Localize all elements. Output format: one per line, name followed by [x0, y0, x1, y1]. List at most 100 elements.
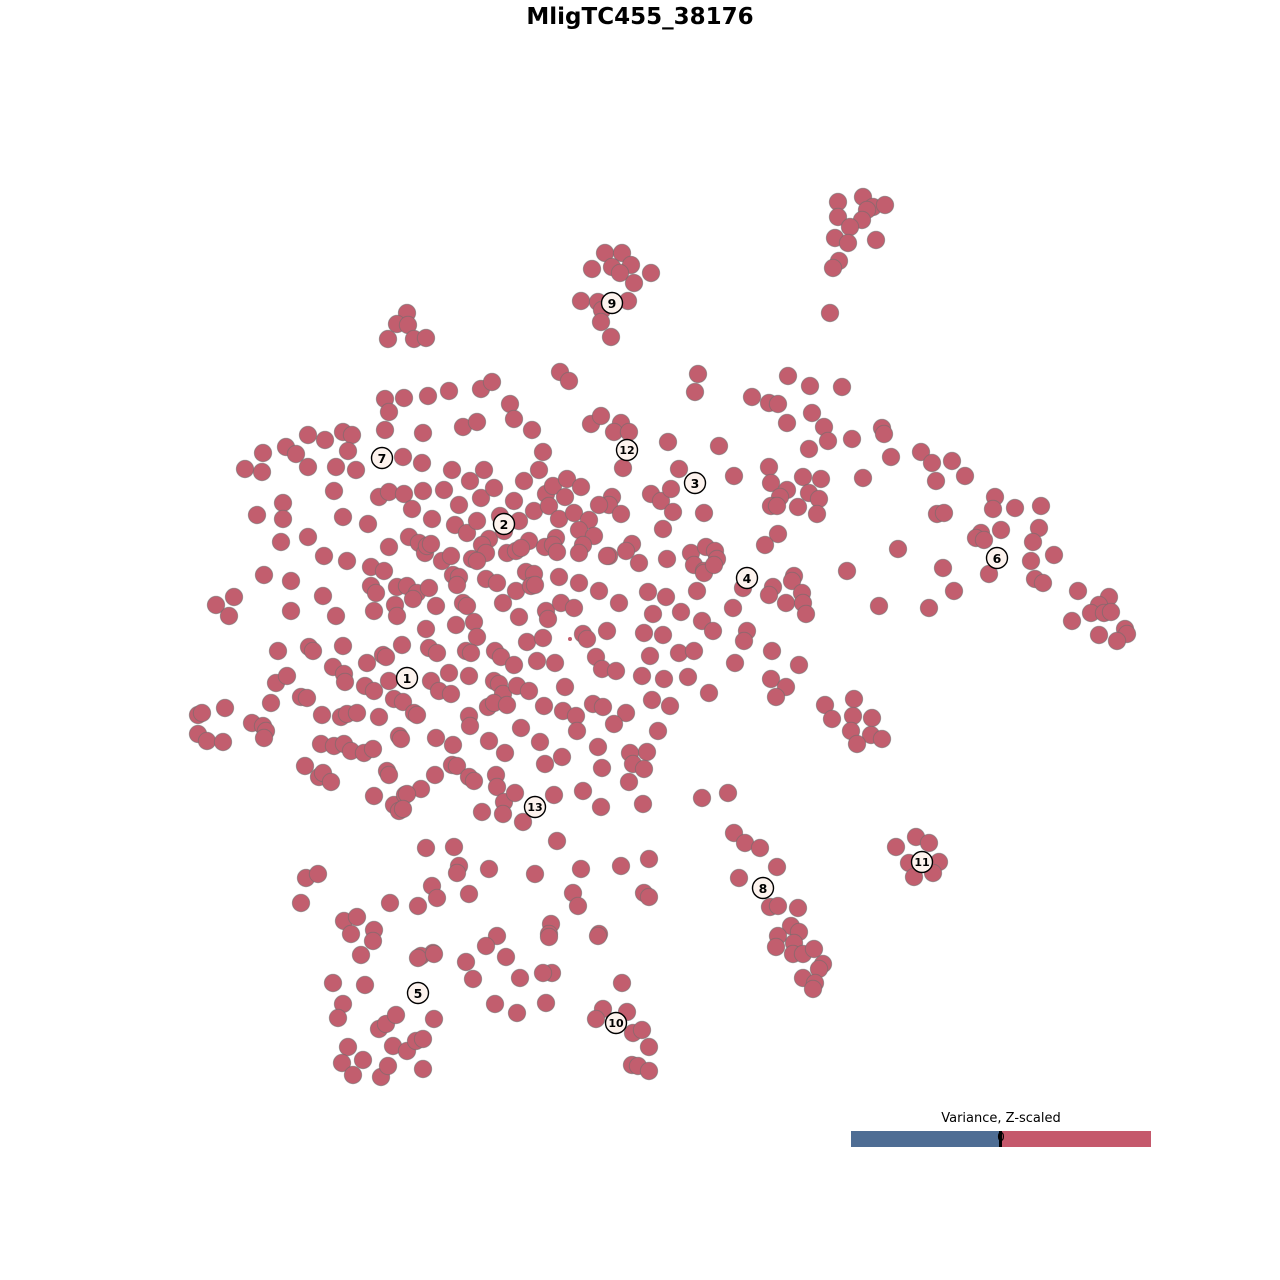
- data-point: [408, 896, 428, 916]
- cluster-label-circle: [370, 446, 394, 470]
- data-point: [568, 896, 588, 916]
- data-point: [1023, 532, 1043, 552]
- data-point: [539, 927, 559, 947]
- data-point: [407, 705, 427, 725]
- cluster-label-text: 9: [608, 296, 617, 311]
- data-point: [933, 558, 953, 578]
- data-point: [654, 669, 674, 689]
- data-point: [604, 714, 624, 734]
- data-point: [782, 571, 802, 591]
- data-point: [549, 567, 569, 587]
- data-point: [479, 859, 499, 879]
- cluster-label-5: 5: [406, 981, 430, 1005]
- data-point: [192, 703, 212, 723]
- data-point: [253, 443, 273, 463]
- data-point: [427, 643, 447, 663]
- data-point: [637, 742, 657, 762]
- cluster-label-text: 1: [403, 671, 412, 686]
- data-point: [944, 581, 964, 601]
- data-point: [919, 833, 939, 853]
- data-point: [364, 681, 384, 701]
- data-point: [393, 799, 413, 819]
- data-point: [639, 1037, 659, 1057]
- data-point: [847, 734, 867, 754]
- data-point: [447, 863, 467, 883]
- data-point: [206, 595, 226, 615]
- data-point: [684, 641, 704, 661]
- data-point: [247, 505, 267, 525]
- data-point: [413, 1059, 433, 1079]
- data-point: [505, 783, 525, 803]
- data-point: [571, 859, 591, 879]
- data-point: [788, 898, 808, 918]
- data-point: [413, 1029, 433, 1049]
- data-point: [326, 457, 346, 477]
- data-point: [312, 705, 332, 725]
- data-point: [559, 371, 579, 391]
- cluster-label-circle: [492, 512, 516, 536]
- data-point: [535, 754, 555, 774]
- data-point: [874, 424, 894, 444]
- data-point: [642, 690, 662, 710]
- data-point: [286, 444, 306, 464]
- data-point: [273, 509, 293, 529]
- data-point: [552, 747, 572, 767]
- data-point: [380, 893, 400, 913]
- data-point: [357, 653, 377, 673]
- data-point: [718, 783, 738, 803]
- data-point: [447, 575, 467, 595]
- data-point: [378, 1056, 398, 1076]
- data-point: [416, 838, 436, 858]
- data-point: [692, 788, 712, 808]
- data-point: [768, 524, 788, 544]
- data-point: [504, 491, 524, 511]
- data-point: [441, 684, 461, 704]
- data-point: [342, 425, 362, 445]
- data-point: [463, 969, 483, 989]
- legend-title: Variance, Z-scaled: [941, 1111, 1061, 1126]
- data-point: [337, 551, 357, 571]
- data-point: [571, 477, 591, 497]
- data-point: [369, 707, 389, 727]
- data-point: [678, 667, 698, 687]
- cluster-label-text: 12: [619, 444, 634, 457]
- data-point: [522, 420, 542, 440]
- data-point: [460, 471, 480, 491]
- data-point: [571, 291, 591, 311]
- data-point: [472, 802, 492, 822]
- data-point: [358, 514, 378, 534]
- data-point: [413, 481, 433, 501]
- cluster-label-text: 8: [759, 881, 768, 896]
- data-point: [588, 926, 608, 946]
- data-point: [353, 1050, 373, 1070]
- data-point: [485, 994, 505, 1014]
- data-point: [467, 627, 487, 647]
- cluster-label-text: 2: [500, 517, 509, 532]
- cluster-label-circle: [406, 981, 430, 1005]
- data-point: [593, 697, 613, 717]
- data-point: [759, 457, 779, 477]
- data-point: [493, 593, 513, 613]
- cluster-label-10: 10: [604, 1011, 628, 1035]
- data-point: [298, 527, 318, 547]
- data-point: [393, 692, 413, 712]
- data-point: [1089, 625, 1109, 645]
- data-point: [823, 258, 843, 278]
- data-point: [555, 487, 575, 507]
- data-point: [308, 864, 328, 884]
- data-point: [766, 687, 786, 707]
- data-point: [811, 469, 831, 489]
- data-point: [482, 372, 502, 392]
- data-point: [934, 503, 954, 523]
- data-point: [955, 466, 975, 486]
- data-point: [926, 471, 946, 491]
- data-point: [767, 496, 787, 516]
- data-point: [804, 939, 824, 959]
- data-point: [254, 565, 274, 585]
- data-point: [766, 937, 786, 957]
- data-point: [822, 709, 842, 729]
- data-point: [983, 499, 1003, 519]
- cluster-label-circle: [615, 438, 639, 462]
- data-point: [297, 688, 317, 708]
- data-point: [504, 409, 524, 429]
